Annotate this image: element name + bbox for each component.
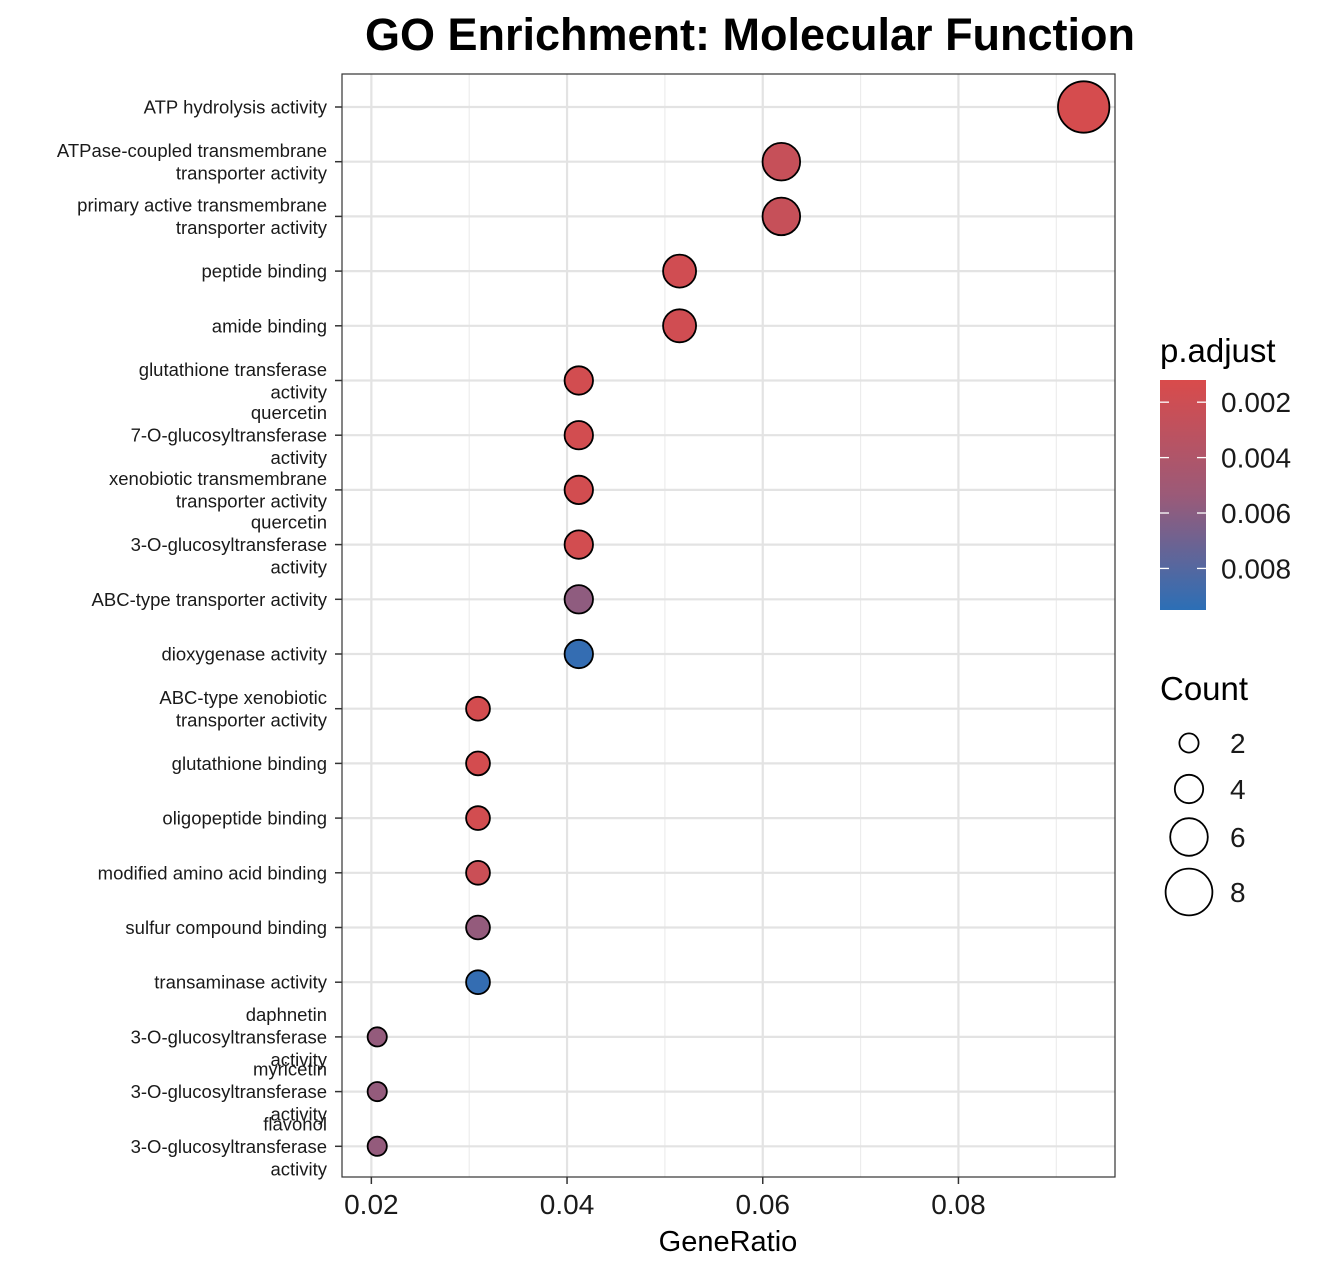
- y-tick-label: 3-O-glucosyltransferase: [131, 1026, 327, 1047]
- x-tick-label: 0.04: [540, 1189, 595, 1220]
- plot-panel-border: [341, 73, 1116, 1178]
- y-tick-label: 3-O-glucosyltransferase: [131, 534, 327, 555]
- data-point: [563, 584, 594, 615]
- data-point: [563, 529, 594, 560]
- color-legend-label: 0.006: [1221, 498, 1291, 529]
- data-point: [465, 805, 491, 831]
- data-point: [465, 969, 491, 995]
- y-tick-label: ATPase-coupled transmembrane: [57, 140, 327, 161]
- y-tick-label: myricetin: [253, 1059, 327, 1080]
- y-tick-label: transporter activity: [176, 217, 328, 238]
- y-tick-label: activity: [270, 1158, 327, 1179]
- x-tick-label: 0.02: [344, 1189, 399, 1220]
- y-tick-label: sulfur compound binding: [125, 917, 327, 938]
- x-tick-label: 0.08: [931, 1189, 986, 1220]
- y-tick-label: transporter activity: [176, 162, 328, 183]
- y-tick-label: 7-O-glucosyltransferase: [131, 425, 327, 446]
- x-axis: 0.02 0.04 0.06 0.08: [344, 1177, 986, 1220]
- y-tick-label: activity: [270, 557, 327, 578]
- y-tick-label: modified amino acid binding: [98, 862, 327, 883]
- data-point: [465, 750, 491, 777]
- data-point: [366, 1135, 388, 1157]
- data-point: [761, 196, 802, 237]
- data-point: [761, 141, 802, 182]
- color-legend: p.adjust 0.002 0.004 0.006 0.008: [1160, 332, 1291, 610]
- data-point: [563, 474, 594, 505]
- x-tick-label: 0.06: [735, 1189, 790, 1220]
- data-point: [662, 253, 697, 289]
- size-legend-key: [1173, 773, 1205, 805]
- y-tick-label: ATP hydrolysis activity: [144, 97, 328, 118]
- y-tick-label: ABC-type transporter activity: [92, 589, 328, 610]
- size-legend-label: 4: [1230, 774, 1246, 805]
- size-legend-key: [1178, 732, 1200, 754]
- size-legend-key: [1164, 867, 1214, 917]
- y-tick-label: peptide binding: [202, 261, 328, 282]
- x-axis-label: GeneRatio: [659, 1226, 798, 1258]
- color-legend-label: 0.004: [1221, 443, 1291, 474]
- y-tick-label: 3-O-glucosyltransferase: [131, 1081, 327, 1102]
- y-tick-label: dioxygenase activity: [161, 644, 327, 665]
- y-tick-label: primary active transmembrane: [77, 195, 327, 216]
- color-legend-title: p.adjust: [1160, 332, 1276, 369]
- data-point: [1057, 80, 1111, 134]
- y-tick-label: transaminase activity: [154, 972, 327, 993]
- y-tick-label: glutathione binding: [172, 753, 327, 774]
- color-legend-bar: [1160, 380, 1206, 610]
- y-tick-label: activity: [270, 1104, 327, 1125]
- data-point: [465, 914, 491, 941]
- y-tick-label: glutathione transferase: [139, 359, 327, 380]
- y-tick-label: quercetin: [251, 402, 327, 423]
- y-tick-label: flavonol: [263, 1113, 327, 1134]
- color-legend-label: 0.002: [1221, 387, 1291, 418]
- points: [366, 80, 1111, 1157]
- color-legend-label: 0.008: [1221, 553, 1291, 584]
- data-point: [662, 308, 697, 344]
- data-point: [366, 1026, 388, 1048]
- y-tick-label: oligopeptide binding: [162, 808, 327, 829]
- size-legend-label: 6: [1230, 822, 1246, 853]
- data-point: [366, 1081, 388, 1103]
- size-legend-title: Count: [1160, 670, 1248, 707]
- y-tick-label: transporter activity: [176, 709, 328, 730]
- data-point: [563, 365, 594, 396]
- y-tick-label: transporter activity: [176, 491, 328, 512]
- grid: [342, 74, 1115, 1177]
- size-legend-key: [1169, 817, 1209, 857]
- size-legend-label: 8: [1230, 877, 1246, 908]
- y-axis: ATP hydrolysis activity ATPase-coupled tr…: [57, 97, 342, 1179]
- chart-title: GO Enrichment: Molecular Function: [365, 9, 1135, 60]
- y-tick-label: xenobiotic transmembrane: [109, 468, 327, 489]
- data-point: [563, 420, 594, 451]
- y-tick-label: activity: [270, 1049, 327, 1070]
- size-legend: Count 2 4 6 8: [1160, 670, 1248, 917]
- y-tick-label: activity: [270, 381, 327, 402]
- y-tick-label: amide binding: [212, 315, 327, 336]
- data-point: [563, 638, 594, 670]
- y-tick-label: quercetin: [251, 512, 327, 533]
- data-point: [465, 859, 491, 886]
- data-point: [465, 695, 491, 722]
- y-tick-label: ABC-type xenobiotic: [159, 687, 327, 708]
- y-tick-label: 3-O-glucosyltransferase: [131, 1136, 327, 1157]
- y-tick-label: daphnetin: [246, 1004, 327, 1025]
- y-tick-label: activity: [270, 447, 327, 468]
- size-legend-label: 2: [1230, 728, 1246, 759]
